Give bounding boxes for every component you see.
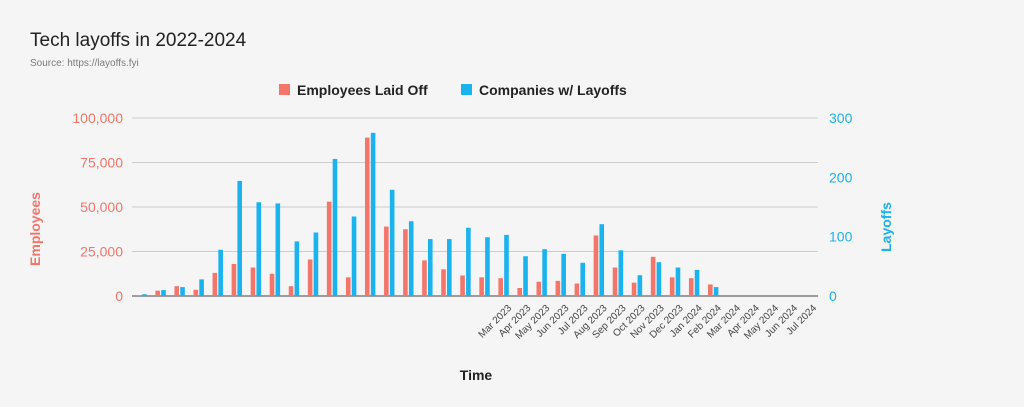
bar-employees [593,235,599,296]
bar-companies [599,224,605,296]
bar-companies [713,287,719,296]
bar-employees [231,263,237,296]
bar-companies [427,239,433,296]
bar-employees [384,226,389,296]
bar-employees [631,282,637,296]
y-tick-right: 300 [829,110,853,126]
bar-employees [555,280,561,296]
legend-swatch-companies [461,84,472,95]
bar-employees [479,277,484,296]
legend-label-companies: Companies w/ Layoffs [479,82,627,98]
chart-subtitle: Source: https://layoffs.fyi [30,58,139,69]
bar-employees [193,289,199,296]
bar-companies [218,249,223,296]
bar-employees [212,272,218,296]
bar-employees [345,277,351,296]
bar-companies [542,249,547,296]
bar-employees [250,267,256,296]
bar-employees [364,137,370,296]
bar-employees [403,229,408,296]
bar-employees [136,295,141,296]
bar-companies [161,290,166,296]
y-tick-left: 75,000 [80,155,123,171]
bar-employees [574,283,580,296]
gridlines [132,117,818,297]
y-tick-left: 0 [115,288,123,304]
bar-companies [370,132,376,296]
bar-employees [155,290,160,296]
bar-employees [422,260,427,296]
bar-companies [237,180,243,296]
bar-employees [441,269,446,296]
bar-employees [536,281,542,296]
y-tick-right: 0 [829,288,837,304]
bar-companies [294,241,300,296]
y-tick-left: 100,000 [72,110,123,126]
left-axis-ticks: 0 25,000 50,000 75,000 100,000 [72,110,123,304]
y-axis-left-title: Employees [27,192,43,266]
bar-companies [561,253,566,296]
bar-employees [307,259,313,296]
bar-employees [707,284,713,296]
legend: Employees Laid Off Companies w/ Layoffs [279,82,627,98]
bar-companies [656,262,662,296]
right-axis-ticks: 0 100 200 300 [829,110,853,304]
bar-employees [288,286,294,296]
y-tick-left: 25,000 [80,244,123,260]
bar-companies [313,232,319,296]
bar-companies [332,158,338,296]
bar-companies [694,269,700,296]
y-tick-right: 100 [829,229,853,245]
y-axis-right-title: Layoffs [878,202,894,252]
bar-companies [142,294,147,296]
bar-companies [180,287,185,296]
bar-companies [408,221,414,296]
bar-employees [688,278,694,296]
bar-employees [650,256,656,296]
bar-companies [351,216,357,296]
bar-companies [389,189,395,296]
bar-employees [269,273,275,296]
bar-companies [580,262,586,296]
bar-employees [669,277,675,296]
bar-employees [326,201,332,296]
legend-swatch-employees [279,84,290,95]
bar-companies [199,279,204,296]
bar-employees [174,286,180,296]
bar-companies [256,202,262,296]
chart-title: Tech layoffs in 2022-2024 [30,30,247,51]
bar-companies [523,256,528,296]
bar-employees [517,287,523,296]
bar-companies [275,203,281,296]
bar-companies [637,275,643,296]
bar-companies [504,234,509,296]
y-tick-left: 50,000 [80,199,123,215]
bar-employees [498,278,503,296]
bar-employees [460,275,465,296]
bar-companies [675,267,681,296]
bar-employees [612,267,618,296]
bar-companies [618,250,624,296]
bar-companies [466,227,471,296]
legend-label-employees: Employees Laid Off [297,82,428,98]
bar-companies [447,239,452,296]
bar-companies [485,237,490,296]
y-tick-right: 200 [829,169,853,185]
x-axis-title: Time [460,367,493,383]
bars [136,132,719,296]
